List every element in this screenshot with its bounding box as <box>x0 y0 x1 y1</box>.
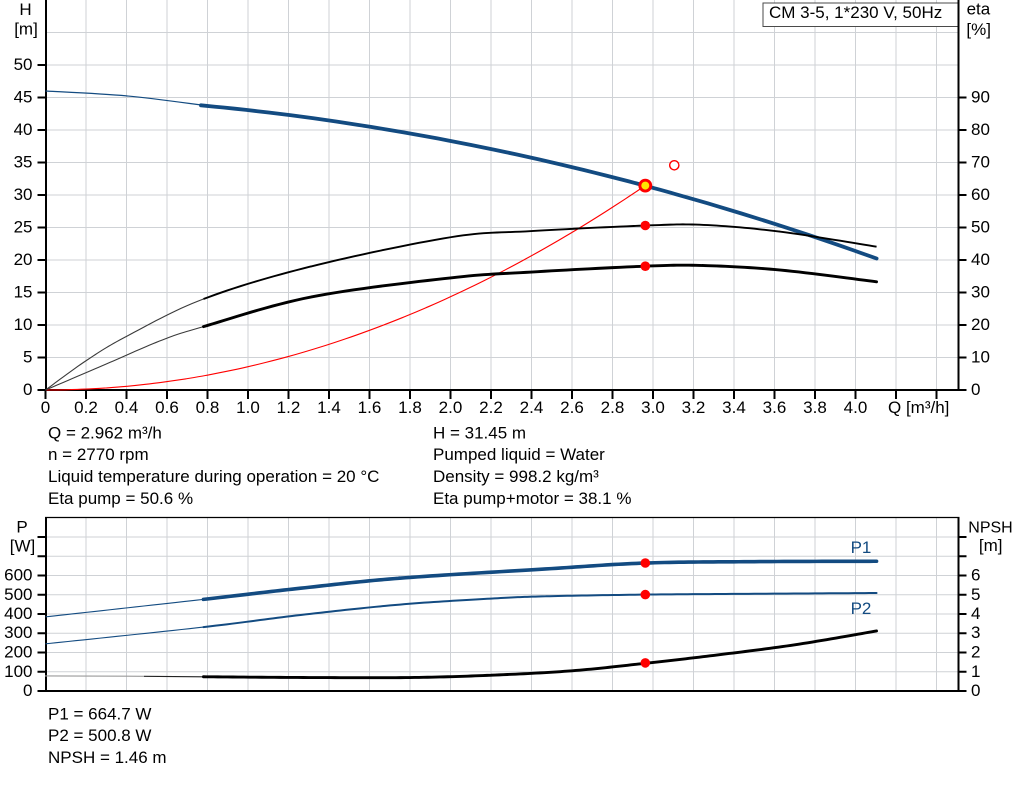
svg-text:2.0: 2.0 <box>439 398 463 417</box>
svg-text:10: 10 <box>971 348 990 367</box>
svg-text:Density = 998.2 kg/m³: Density = 998.2 kg/m³ <box>433 467 599 486</box>
svg-text:5: 5 <box>971 585 980 604</box>
svg-text:40: 40 <box>971 250 990 269</box>
svg-text:1: 1 <box>971 662 980 681</box>
svg-text:400: 400 <box>4 604 32 623</box>
svg-text:20: 20 <box>971 315 990 334</box>
svg-text:Eta pump = 50.6 %: Eta pump = 50.6 % <box>48 489 193 508</box>
svg-text:15: 15 <box>14 283 33 302</box>
svg-text:30: 30 <box>14 185 33 204</box>
svg-text:NPSH = 1.46 m: NPSH = 1.46 m <box>48 748 167 767</box>
svg-text:90: 90 <box>971 88 990 107</box>
svg-text:0: 0 <box>23 380 32 399</box>
svg-text:3.4: 3.4 <box>722 398 746 417</box>
svg-text:P: P <box>16 518 27 537</box>
svg-text:1.0: 1.0 <box>236 398 260 417</box>
svg-text:4: 4 <box>971 604 980 623</box>
svg-text:25: 25 <box>14 218 33 237</box>
svg-text:1.8: 1.8 <box>398 398 422 417</box>
svg-text:1.4: 1.4 <box>317 398 341 417</box>
svg-text:eta: eta <box>967 0 991 19</box>
svg-text:NPSH: NPSH <box>968 520 1012 537</box>
svg-text:3.0: 3.0 <box>641 398 665 417</box>
svg-text:Q = 2.962 m³/h: Q = 2.962 m³/h <box>48 424 162 443</box>
svg-text:3.8: 3.8 <box>803 398 827 417</box>
svg-text:[m]: [m] <box>14 19 38 38</box>
svg-text:45: 45 <box>14 88 33 107</box>
svg-text:35: 35 <box>14 153 33 172</box>
svg-text:3.6: 3.6 <box>763 398 787 417</box>
svg-text:30: 30 <box>971 283 990 302</box>
svg-text:50: 50 <box>971 218 990 237</box>
svg-text:70: 70 <box>971 153 990 172</box>
svg-text:0: 0 <box>971 681 980 700</box>
svg-text:P2: P2 <box>851 599 872 618</box>
svg-text:[W]: [W] <box>10 536 36 555</box>
svg-text:4.0: 4.0 <box>844 398 868 417</box>
svg-text:Liquid temperature during oper: Liquid temperature during operation = 20… <box>48 467 379 486</box>
svg-text:1.2: 1.2 <box>277 398 301 417</box>
svg-text:0.6: 0.6 <box>155 398 179 417</box>
svg-text:P1: P1 <box>851 538 872 557</box>
svg-text:3: 3 <box>971 623 980 642</box>
svg-text:10: 10 <box>14 315 33 334</box>
svg-text:6: 6 <box>971 566 980 585</box>
svg-text:2: 2 <box>971 643 980 662</box>
svg-text:100: 100 <box>4 662 32 681</box>
svg-text:200: 200 <box>4 643 32 662</box>
svg-text:Eta pump+motor = 38.1 %: Eta pump+motor = 38.1 % <box>433 489 631 508</box>
svg-text:n = 2770 rpm: n = 2770 rpm <box>48 445 149 464</box>
svg-text:Pumped liquid = Water: Pumped liquid = Water <box>433 445 605 464</box>
svg-text:0: 0 <box>971 380 980 399</box>
svg-text:20: 20 <box>14 250 33 269</box>
svg-text:0.8: 0.8 <box>196 398 220 417</box>
svg-text:P1 = 664.7 W: P1 = 664.7 W <box>48 705 151 724</box>
svg-text:0.2: 0.2 <box>74 398 98 417</box>
svg-text:CM 3-5, 1*230 V, 50Hz: CM 3-5, 1*230 V, 50Hz <box>769 3 942 22</box>
svg-text:3.2: 3.2 <box>682 398 706 417</box>
svg-text:[%]: [%] <box>966 20 991 39</box>
svg-text:P2 = 500.8 W: P2 = 500.8 W <box>48 726 151 745</box>
svg-text:80: 80 <box>971 120 990 139</box>
svg-text:2.8: 2.8 <box>601 398 625 417</box>
svg-text:0: 0 <box>41 398 50 417</box>
svg-text:50: 50 <box>14 55 33 74</box>
svg-text:60: 60 <box>971 185 990 204</box>
svg-text:1.6: 1.6 <box>358 398 382 417</box>
svg-text:2.2: 2.2 <box>479 398 503 417</box>
svg-text:2.6: 2.6 <box>560 398 584 417</box>
svg-text:0: 0 <box>23 681 32 700</box>
svg-text:600: 600 <box>4 566 32 585</box>
svg-text:[m]: [m] <box>979 536 1003 555</box>
svg-text:H = 31.45 m: H = 31.45 m <box>433 424 526 443</box>
svg-text:2.4: 2.4 <box>520 398 544 417</box>
svg-text:0.4: 0.4 <box>115 398 139 417</box>
svg-text:Q [m³/h]: Q [m³/h] <box>888 398 949 417</box>
svg-text:40: 40 <box>14 120 33 139</box>
svg-text:H: H <box>19 0 31 19</box>
svg-text:5: 5 <box>23 348 32 367</box>
svg-text:300: 300 <box>4 623 32 642</box>
svg-text:500: 500 <box>4 585 32 604</box>
